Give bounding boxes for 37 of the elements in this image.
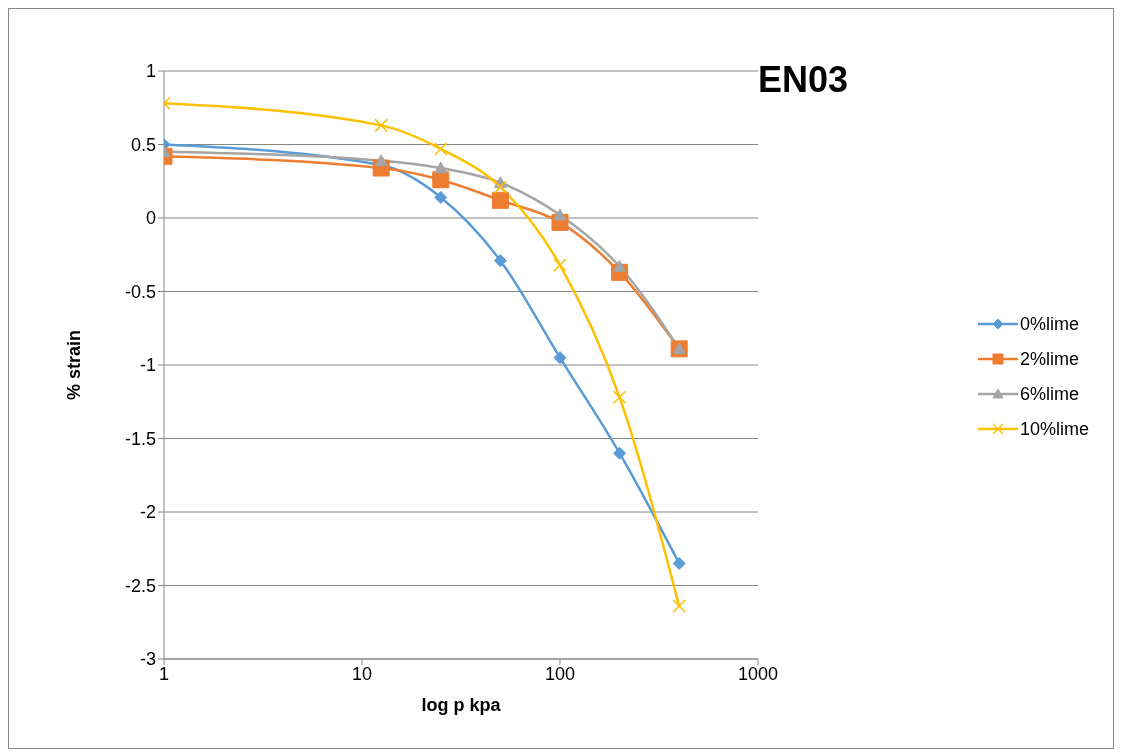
point (613, 260, 627, 272)
point (434, 190, 448, 204)
point (493, 254, 507, 268)
chart-title: EN03 (757, 59, 848, 101)
x-tick-label: 1 (158, 663, 170, 684)
y-tick-label: -2.5 (124, 575, 156, 596)
point (613, 446, 627, 460)
legend-label: 0%lime (1019, 313, 1079, 335)
y-tick-label: 0.5 (130, 134, 156, 155)
point (434, 161, 448, 174)
point (434, 142, 448, 156)
x-tick-label: 1000 (737, 663, 778, 684)
y-tick-label: -3 (139, 649, 156, 670)
point (493, 180, 508, 194)
point (612, 390, 627, 405)
legend-label: 6%lime (1019, 383, 1079, 405)
point (491, 191, 509, 209)
point (553, 208, 567, 221)
point (374, 118, 388, 133)
y-tick-label: -0.5 (124, 281, 156, 302)
y-tick-label: 1 (145, 61, 156, 82)
y-tick-label: -1.5 (124, 428, 156, 449)
point (432, 171, 450, 189)
legend-label: 10%lime (1019, 418, 1089, 440)
y-tick-label: 0 (145, 208, 156, 229)
x-tick-label: 10 (351, 663, 373, 684)
legend-label: 2%lime (1019, 348, 1079, 370)
point (672, 599, 686, 613)
y-axis-title: % strain (64, 329, 85, 401)
point (553, 351, 567, 365)
y-tick-label: -1 (139, 355, 156, 376)
point (553, 258, 567, 272)
point (672, 556, 686, 570)
y-tick-label: -2 (139, 502, 156, 523)
point (374, 154, 388, 166)
x-axis-title: log p kpa (421, 695, 502, 715)
x-tick-label: 100 (544, 663, 575, 684)
